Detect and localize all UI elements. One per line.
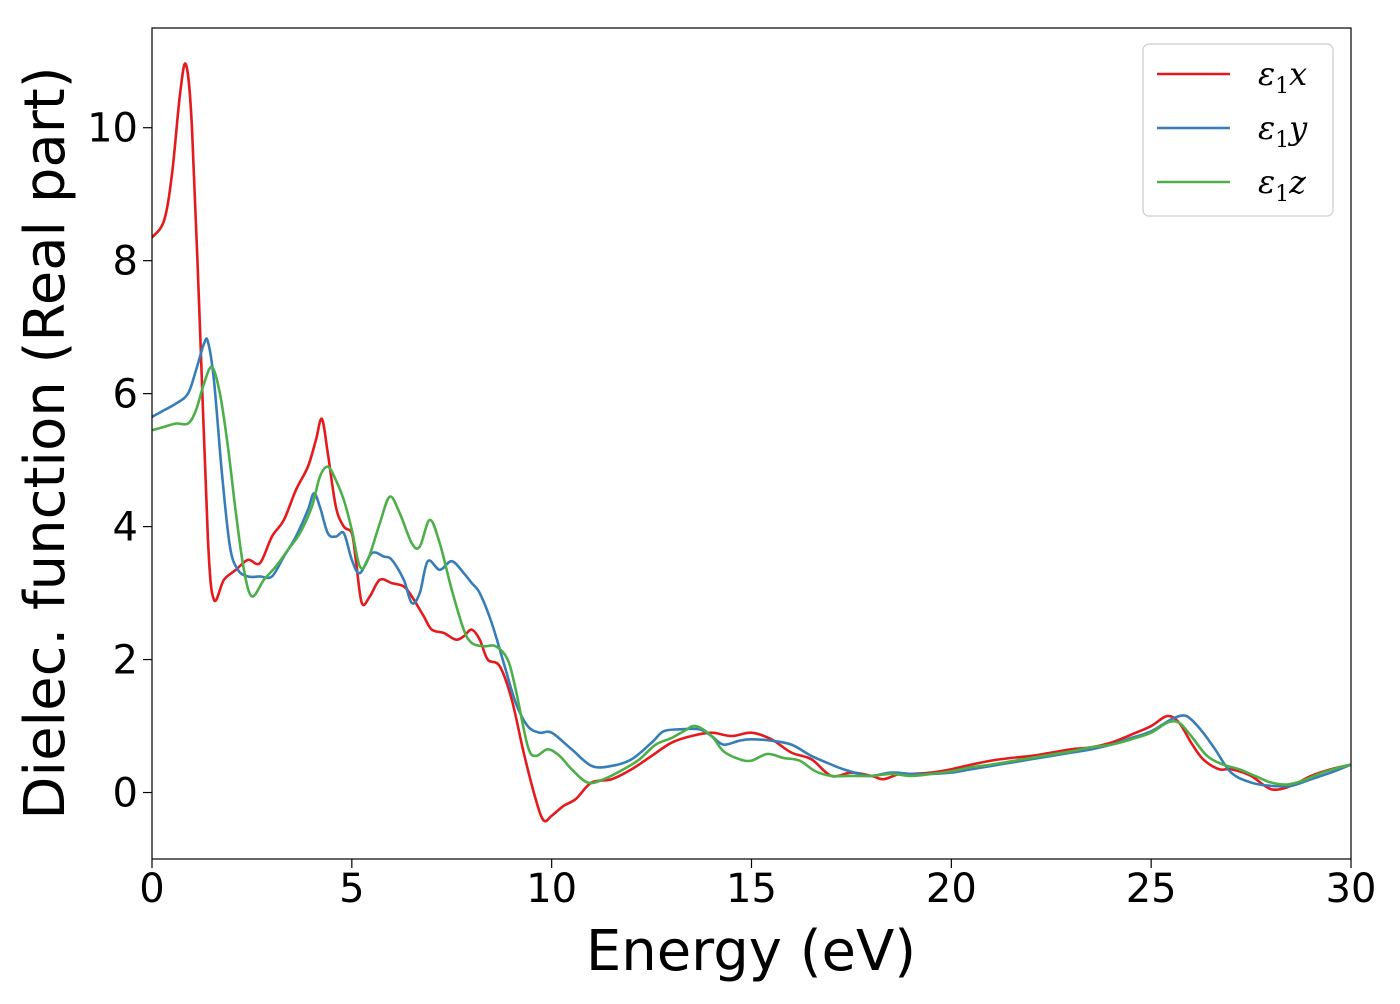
y-tick-label: 4 xyxy=(113,505,138,551)
legend-label-suffix: y xyxy=(1287,109,1308,147)
series-line-y xyxy=(152,337,1351,788)
plot-area xyxy=(152,62,1351,823)
x-tick-label: 15 xyxy=(726,866,777,912)
legend-label-subscript: 1 xyxy=(1275,74,1289,99)
legend-label-z: ε1z xyxy=(1258,163,1307,207)
x-tick-label: 20 xyxy=(926,866,977,912)
y-tick-label: 2 xyxy=(113,638,138,684)
legend-label-subscript: 1 xyxy=(1275,182,1289,207)
legend-label-suffix: z xyxy=(1288,163,1307,201)
legend-label-subscript: 1 xyxy=(1275,128,1289,153)
legend-label-base: ε xyxy=(1258,163,1275,201)
x-axis-label: Energy (eV) xyxy=(586,919,916,984)
legend-label-base: ε xyxy=(1258,109,1275,147)
legend-label-y: ε1y xyxy=(1258,109,1308,153)
series-line-z xyxy=(152,365,1351,786)
y-tick-label: 8 xyxy=(113,239,138,285)
y-axis-label: Dielec. function (Real part) xyxy=(13,66,78,819)
legend-label-x: ε1x xyxy=(1258,55,1307,99)
legend-label-base: ε xyxy=(1258,55,1275,93)
legend-box xyxy=(1142,43,1334,217)
x-tick-label: 30 xyxy=(1326,866,1377,912)
x-tick-label: 5 xyxy=(339,866,364,912)
x-tick-label: 0 xyxy=(139,866,164,912)
y-tick-label: 10 xyxy=(87,106,138,152)
y-tick-label: 6 xyxy=(113,372,138,418)
x-tick-label: 25 xyxy=(1126,866,1177,912)
legend-label-suffix: x xyxy=(1289,55,1307,93)
y-tick-label: 0 xyxy=(113,771,138,817)
x-tick-label: 10 xyxy=(526,866,577,912)
y-axis-ticks: 0 2 4 6 8 10 xyxy=(87,106,152,817)
x-axis-ticks: 0 5 10 15 20 25 30 xyxy=(139,859,1376,912)
